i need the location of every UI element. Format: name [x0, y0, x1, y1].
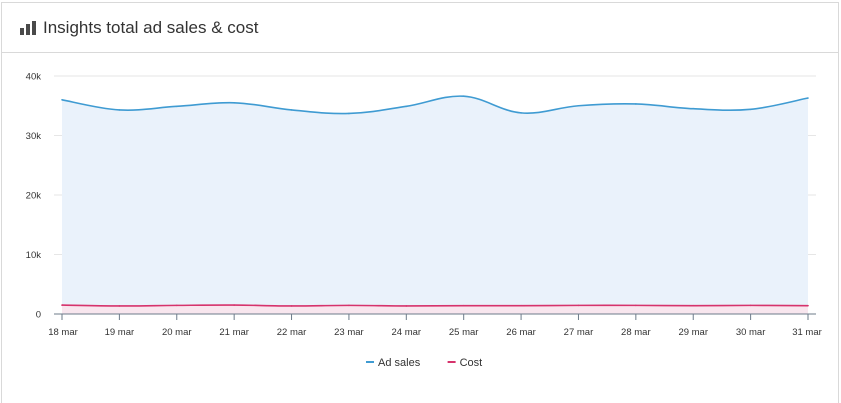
- data-point: [61, 99, 63, 101]
- x-tick-label: 23 mar: [334, 327, 364, 338]
- data-point: [462, 95, 465, 98]
- data-point: [635, 103, 637, 105]
- y-tick-label: 30k: [26, 131, 42, 142]
- data-point: [290, 109, 293, 111]
- data-point: [118, 305, 121, 307]
- data-point: [175, 105, 178, 108]
- data-point: [692, 107, 695, 110]
- data-point: [577, 104, 580, 107]
- data-point: [118, 109, 121, 111]
- y-tick-label: 40k: [26, 72, 42, 83]
- data-point: [692, 304, 695, 307]
- legend-label: Ad sales: [378, 357, 421, 369]
- data-point: [807, 97, 809, 99]
- x-tick-label: 20 mar: [162, 327, 192, 338]
- data-point: [61, 304, 63, 306]
- x-tick-label: 26 mar: [506, 327, 536, 338]
- y-tick-label: 20k: [26, 191, 42, 202]
- data-point: [233, 101, 235, 104]
- bar-chart-icon: [20, 20, 36, 35]
- data-point: [290, 305, 293, 307]
- card-header: Insights total ad sales & cost: [2, 3, 838, 53]
- x-tick-label: 30 mar: [736, 327, 766, 338]
- data-point: [577, 304, 580, 307]
- data-point: [520, 304, 522, 307]
- x-tick-label: 18 mar: [48, 327, 78, 338]
- x-tick-label: 21 mar: [219, 327, 249, 338]
- data-point: [749, 108, 752, 111]
- series-line-cost: [61, 304, 809, 307]
- x-tick-label: 25 mar: [449, 327, 479, 338]
- data-point: [175, 304, 178, 307]
- x-tick-label: 19 mar: [105, 327, 135, 338]
- data-point: [807, 304, 809, 307]
- x-tick-label: 31 mar: [792, 327, 822, 338]
- series-area-ad-sales: [62, 96, 808, 315]
- x-tick-label: 27 mar: [564, 327, 594, 338]
- data-point: [405, 305, 408, 307]
- x-tick-label: 22 mar: [277, 327, 307, 338]
- data-point: [348, 112, 350, 115]
- data-point: [233, 304, 235, 306]
- y-tick-label: 10k: [26, 250, 42, 261]
- chart-title: Insights total ad sales & cost: [43, 17, 259, 37]
- series-line-ad-sales: [61, 95, 809, 115]
- x-tick-label: 24 mar: [392, 327, 422, 338]
- data-point: [520, 112, 522, 114]
- data-point: [635, 304, 637, 307]
- data-point: [405, 105, 408, 108]
- data-point: [462, 304, 465, 307]
- x-tick-label: 28 mar: [621, 327, 651, 338]
- data-point: [348, 304, 350, 307]
- y-tick-label: 0: [36, 310, 41, 321]
- series-area-cost: [62, 305, 808, 314]
- data-point: [749, 304, 752, 307]
- legend-item-ad-sales[interactable]: Ad sales: [366, 357, 421, 369]
- legend-item-cost[interactable]: Cost: [447, 357, 483, 369]
- legend-label: Cost: [460, 357, 483, 369]
- x-tick-label: 29 mar: [678, 327, 708, 338]
- area-chart: 0 10k 20k 30k 40k 18 mar 19 mar 20 mar 21 mar 22 …: [26, 72, 822, 370]
